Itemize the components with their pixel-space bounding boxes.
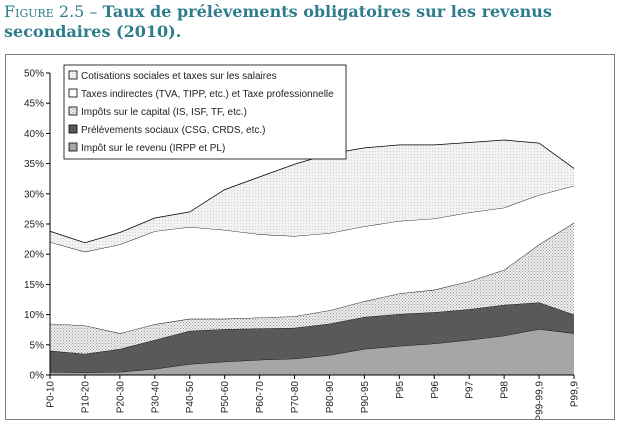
y-tick-label: 45% bbox=[24, 99, 44, 110]
y-tick-label: 20% bbox=[24, 250, 44, 261]
x-tick-label: P70-80 bbox=[290, 381, 301, 414]
legend-swatch bbox=[68, 142, 78, 152]
x-tick-label: P30-40 bbox=[150, 381, 161, 414]
y-tick-label: 35% bbox=[24, 159, 44, 170]
area-series-1 bbox=[50, 302, 574, 373]
y-tick-label: 40% bbox=[24, 129, 44, 140]
x-tick-label: P97 bbox=[465, 381, 476, 399]
x-tick-label: P90-95 bbox=[360, 381, 371, 414]
figure-number: Figure 2.5 – bbox=[4, 2, 103, 21]
legend-label: Impôts sur le capital (IS, ISF, TF, etc.… bbox=[81, 107, 247, 118]
x-tick-label: P99-99,9 bbox=[535, 381, 546, 419]
y-tick-label: 5% bbox=[30, 340, 45, 351]
legend-swatch bbox=[68, 124, 78, 134]
legend-box bbox=[63, 64, 347, 160]
x-tick-label: P40-50 bbox=[185, 381, 196, 414]
x-tick-label: P60-70 bbox=[255, 381, 266, 414]
y-tick-label: 30% bbox=[24, 189, 44, 200]
x-tick-label: P0-10 bbox=[46, 381, 57, 408]
y-tick-label: 0% bbox=[30, 371, 45, 382]
figure-title: Figure 2.5 – Taux de prélèvements obliga… bbox=[4, 2, 616, 42]
x-tick-label: P95 bbox=[395, 381, 406, 399]
legend-label: Cotisations sociales et taxes sur les sa… bbox=[81, 71, 277, 82]
legend-swatch bbox=[68, 88, 78, 98]
legend-label: Taxes indirectes (TVA, TIPP, etc.) et Ta… bbox=[81, 89, 334, 100]
chart-frame: 0% 5% 10% 15% 20% 25% 30% 35% 40% 45% 50% P0-10 P10-… bbox=[5, 54, 615, 420]
x-tick-label: P80-90 bbox=[325, 381, 336, 414]
area-series-4 bbox=[50, 140, 574, 252]
legend-swatch bbox=[68, 106, 78, 116]
figure-caption: Taux de prélèvements obligatoires sur le… bbox=[4, 2, 552, 41]
x-tick-label: P98 bbox=[500, 381, 511, 399]
legend: Cotisations sociales et taxes sur les sa… bbox=[63, 64, 347, 160]
y-tick-label: 10% bbox=[24, 310, 44, 321]
x-tick-label: P99,9 bbox=[570, 381, 581, 408]
y-tick-label: 25% bbox=[24, 220, 44, 231]
legend-label: Prélèvements sociaux (CSG, CRDS, etc.) bbox=[81, 125, 266, 136]
area-series-2 bbox=[50, 222, 574, 354]
x-tick-label: P50-60 bbox=[220, 381, 231, 414]
x-tick-label: P96 bbox=[430, 381, 441, 399]
legend-swatch bbox=[68, 70, 78, 80]
y-tick-label: 50% bbox=[24, 69, 44, 80]
legend-label: Impôt sur le revenu (IRPP et PL) bbox=[81, 143, 225, 154]
area-series-3 bbox=[50, 185, 574, 334]
y-tick-label: 15% bbox=[24, 280, 44, 291]
stacked-area-chart: 0% 5% 10% 15% 20% 25% 30% 35% 40% 45% 50% P0-10 P10-… bbox=[24, 64, 581, 419]
x-tick-label: P10-20 bbox=[80, 381, 91, 414]
area-series-0 bbox=[50, 329, 574, 375]
x-tick-label: P20-30 bbox=[115, 381, 126, 414]
